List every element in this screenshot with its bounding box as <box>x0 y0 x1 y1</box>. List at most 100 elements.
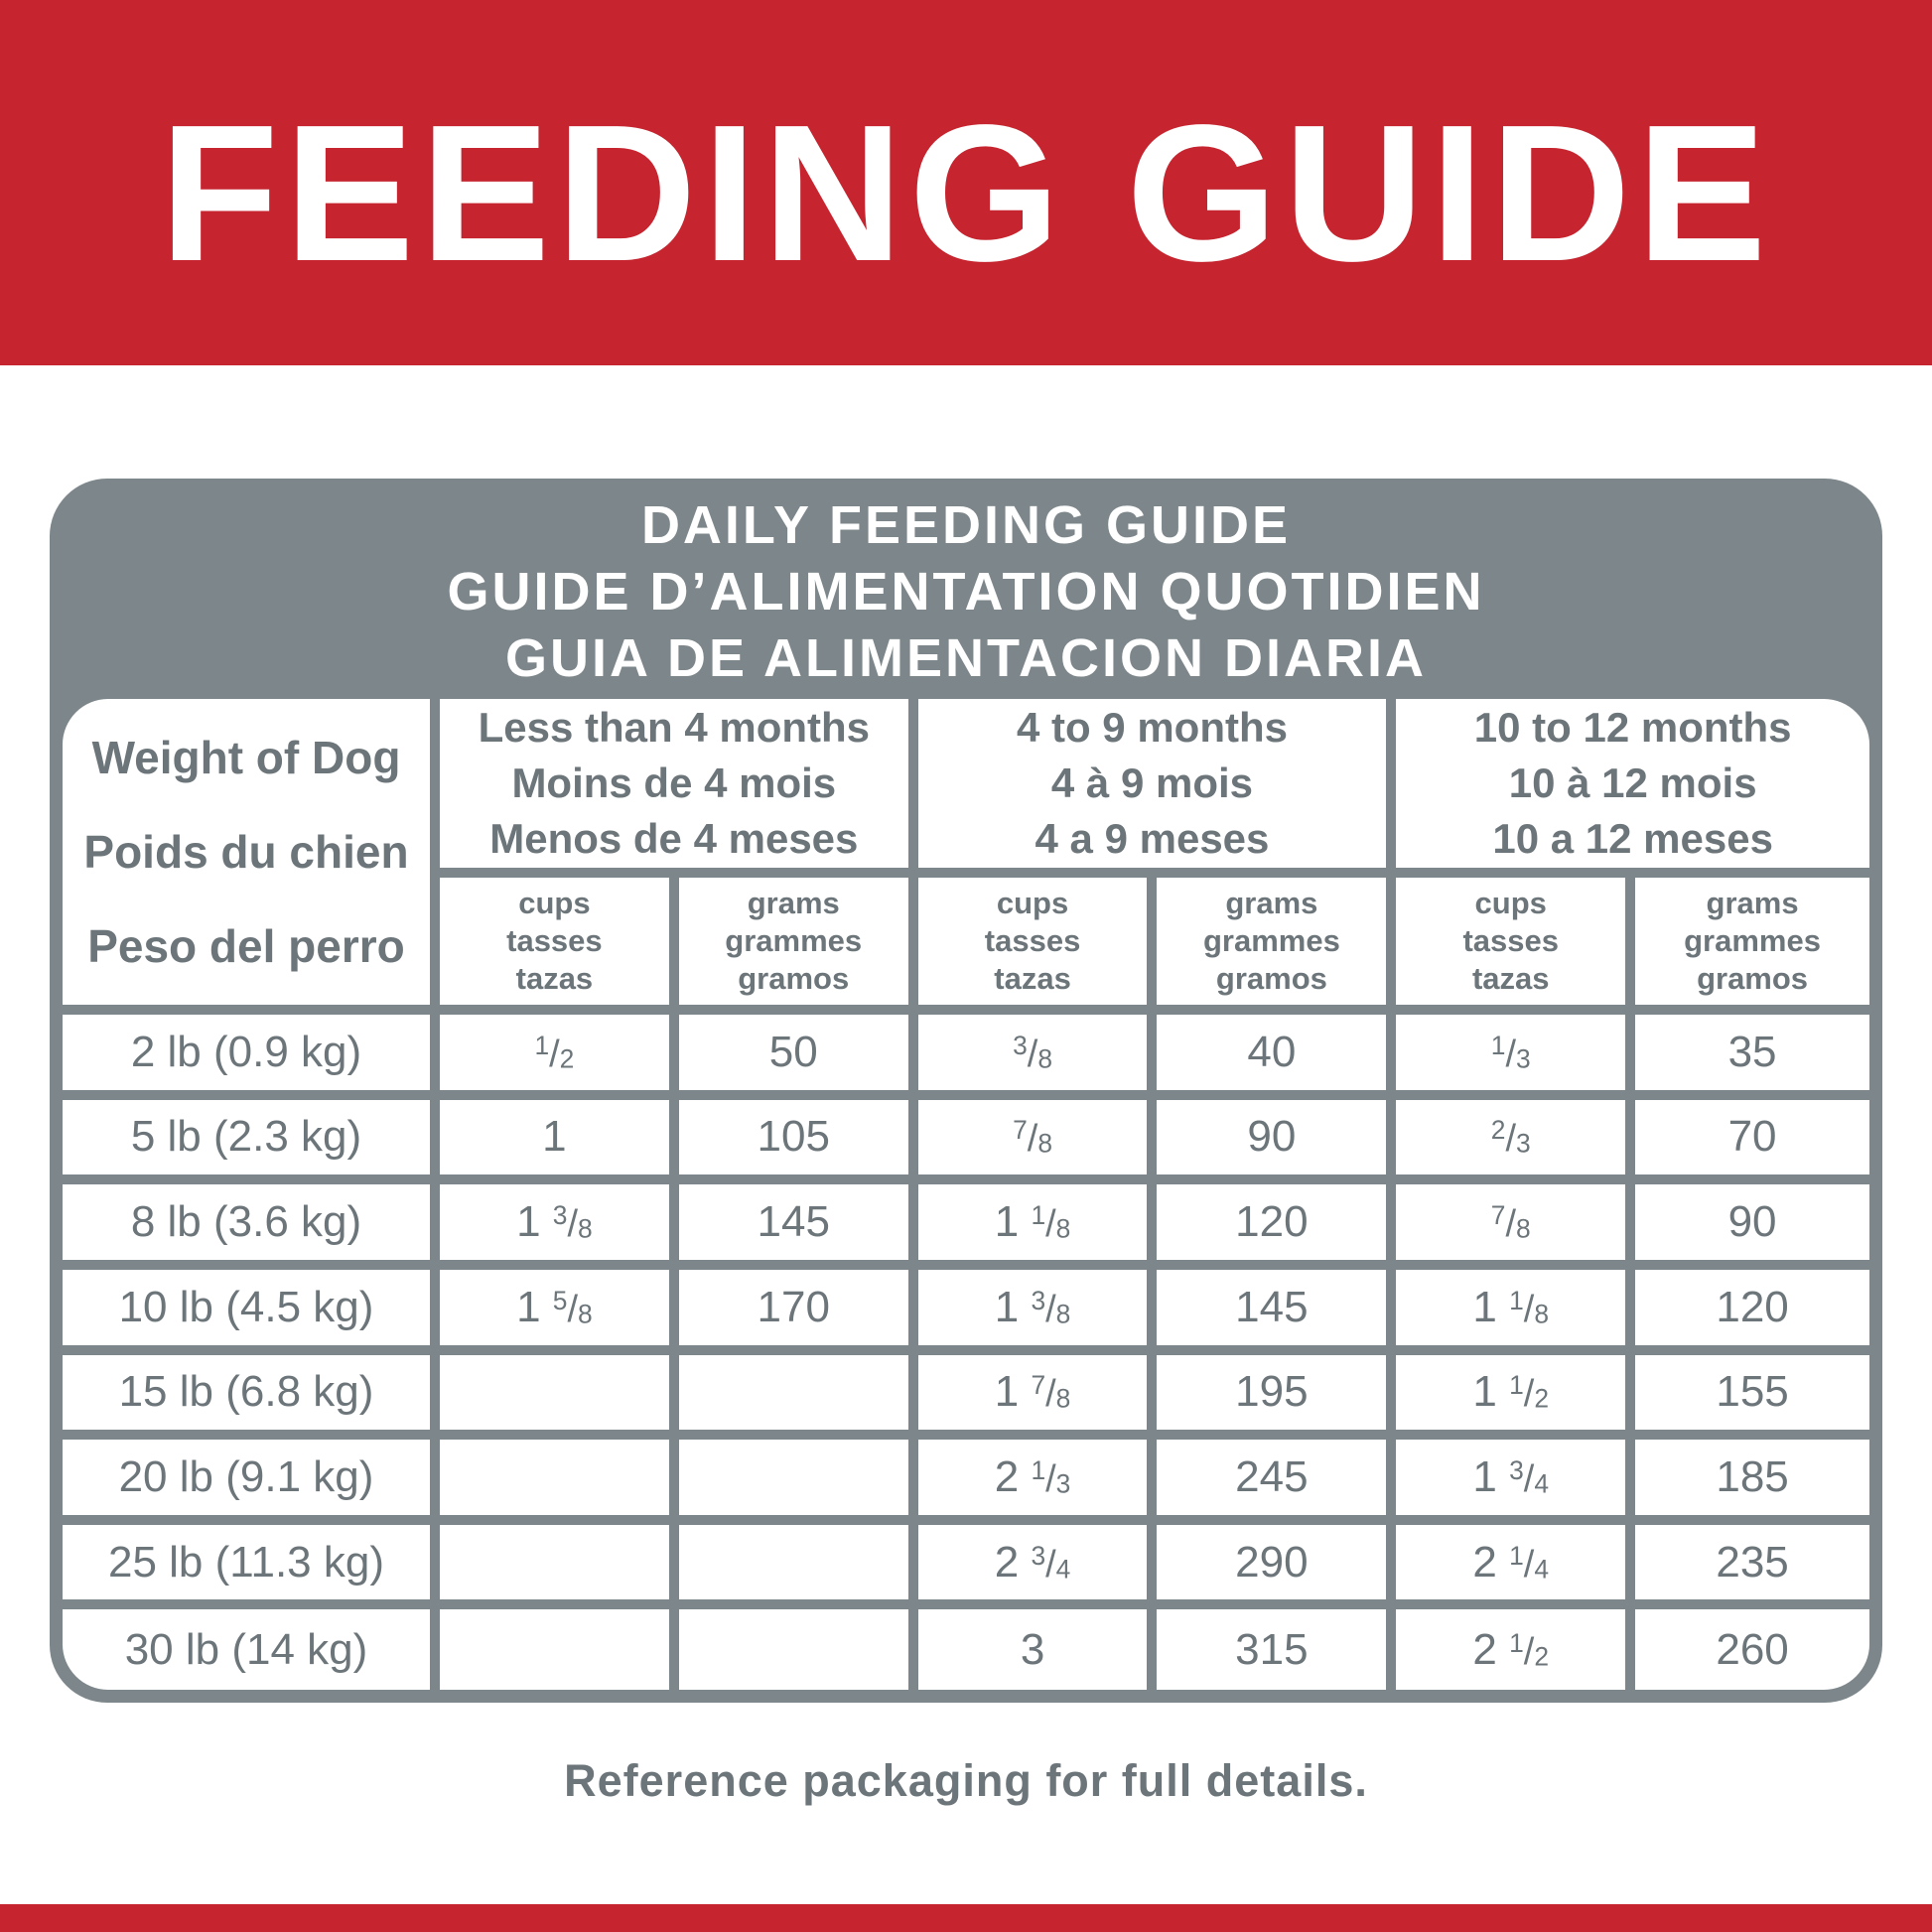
cups-cell: 2 1/4 <box>1386 1514 1636 1610</box>
cups-cell <box>429 1514 679 1610</box>
cups-cell <box>429 1344 679 1441</box>
cups-cell: 1 5/8 <box>429 1259 679 1355</box>
cups-cell: 2/3 <box>1386 1089 1636 1185</box>
age-group-line: Less than 4 months <box>478 704 871 751</box>
table-wrap: Weight of Dog Poids du chien Peso del pe… <box>63 699 1869 1690</box>
grams-cell: 170 <box>668 1259 918 1355</box>
unit-header-grams: grams grammes gramos <box>668 868 918 1015</box>
age-group-line: 10 a 12 meses <box>1492 815 1773 862</box>
unit-line: tazas <box>515 961 594 996</box>
feeding-panel: DAILY FEEDING GUIDE GUIDE D’ALIMENTATION… <box>50 479 1882 1703</box>
grams-cell: 185 <box>1625 1430 1869 1525</box>
grams-cell: 290 <box>1147 1514 1397 1610</box>
grams-cell: 70 <box>1625 1089 1869 1185</box>
grams-cell: 50 <box>668 1005 918 1100</box>
grams-cell: 90 <box>1625 1174 1869 1270</box>
cups-cell: 2 1/3 <box>907 1430 1158 1525</box>
grams-cell: 90 <box>1147 1089 1397 1185</box>
unit-line: gramos <box>1697 961 1809 996</box>
table-row: 30 lb (14 kg) 3 315 2 1/2 260 <box>63 1599 1869 1690</box>
unit-line: tasses <box>984 923 1081 958</box>
age-group-header-10to12: 10 to 12 months 10 à 12 mois 10 a 12 mes… <box>1386 699 1869 878</box>
grams-cell <box>668 1344 918 1441</box>
grams-cell <box>668 1599 918 1690</box>
unit-line: grams <box>747 886 840 920</box>
table-row: 15 lb (6.8 kg) 1 7/8 195 1 1/2 155 <box>63 1344 1869 1441</box>
grams-cell: 145 <box>668 1174 918 1270</box>
table-row: 2 lb (0.9 kg) 1/2 50 3/8 40 1/3 35 <box>63 1005 1869 1100</box>
age-group-line: Moins de 4 mois <box>511 759 837 806</box>
panel-title-line-es: GUIA DE ALIMENTACION DIARIA <box>505 627 1427 688</box>
weight-cell: 2 lb (0.9 kg) <box>63 1005 440 1100</box>
grams-cell: 245 <box>1147 1430 1397 1525</box>
unit-header-grams: grams grammes gramos <box>1625 868 1869 1015</box>
grams-cell: 315 <box>1147 1599 1397 1690</box>
cups-cell: 1 3/8 <box>907 1259 1158 1355</box>
grams-cell <box>668 1514 918 1610</box>
age-group-header-lt4: Less than 4 months Moins de 4 mois Menos… <box>429 699 918 878</box>
weight-header-cell: Weight of Dog Poids du chien Peso del pe… <box>63 699 440 1015</box>
cups-cell: 1 1/8 <box>907 1174 1158 1270</box>
age-group-line: 4 à 9 mois <box>1050 759 1254 806</box>
unit-line: grammes <box>1202 923 1340 958</box>
unit-line: tasses <box>1462 923 1559 958</box>
unit-header-grams: grams grammes gramos <box>1147 868 1397 1015</box>
age-group-line: 4 to 9 months <box>1016 704 1288 751</box>
weight-cell: 15 lb (6.8 kg) <box>63 1344 440 1441</box>
weight-cell: 25 lb (11.3 kg) <box>63 1514 440 1610</box>
panel-title: DAILY FEEDING GUIDE GUIDE D’ALIMENTATION… <box>63 479 1869 699</box>
bottom-banner <box>0 1904 1932 1932</box>
table-row: 20 lb (9.1 kg) 2 1/3 245 1 3/4 185 <box>63 1430 1869 1525</box>
feeding-table: Weight of Dog Poids du chien Peso del pe… <box>63 699 1869 1690</box>
grams-cell <box>668 1430 918 1525</box>
weight-header-line: Poids du chien <box>83 825 409 878</box>
grams-cell: 155 <box>1625 1344 1869 1441</box>
cups-cell: 1 <box>429 1089 679 1185</box>
grams-cell: 35 <box>1625 1005 1869 1100</box>
table-row: 5 lb (2.3 kg) 1 105 7/8 90 2/3 70 <box>63 1089 1869 1185</box>
unit-line: grammes <box>725 923 863 958</box>
age-group-line: Menos de 4 meses <box>489 815 859 862</box>
weight-cell: 10 lb (4.5 kg) <box>63 1259 440 1355</box>
unit-line: grammes <box>1684 923 1821 958</box>
unit-line: tasses <box>506 923 603 958</box>
unit-line: grams <box>1225 886 1318 920</box>
cups-cell: 1 1/2 <box>1386 1344 1636 1441</box>
cups-cell: 1 3/4 <box>1386 1430 1636 1525</box>
weight-header-line: Peso del perro <box>87 919 405 972</box>
cups-cell: 3/8 <box>907 1005 1158 1100</box>
grams-cell: 40 <box>1147 1005 1397 1100</box>
cups-cell: 1 3/8 <box>429 1174 679 1270</box>
unit-header-row: cups tasses tazas grams grammes gramos c… <box>63 868 1869 1015</box>
unit-line: gramos <box>738 961 850 996</box>
grams-cell: 105 <box>668 1089 918 1185</box>
page-title: FEEDING GUIDE <box>159 83 1773 302</box>
cups-cell <box>429 1599 679 1690</box>
weight-cell: 20 lb (9.1 kg) <box>63 1430 440 1525</box>
top-banner: FEEDING GUIDE <box>0 0 1932 365</box>
grams-cell: 235 <box>1625 1514 1869 1610</box>
weight-cell: 8 lb (3.6 kg) <box>63 1174 440 1270</box>
weight-cell: 5 lb (2.3 kg) <box>63 1089 440 1185</box>
unit-line: cups <box>1474 886 1547 920</box>
unit-line: cups <box>996 886 1069 920</box>
footer-note: Reference packaging for full details. <box>564 1755 1368 1806</box>
cups-cell: 7/8 <box>1386 1174 1636 1270</box>
grams-cell: 120 <box>1625 1259 1869 1355</box>
table-row: 25 lb (11.3 kg) 2 3/4 290 2 1/4 235 <box>63 1514 1869 1610</box>
unit-header-cups: cups tasses tazas <box>429 868 679 1015</box>
panel-title-line-en: DAILY FEEDING GUIDE <box>640 494 1292 555</box>
age-group-line: 4 a 9 meses <box>1035 815 1270 862</box>
feeding-table-body: 2 lb (0.9 kg) 1/2 50 3/8 40 1/3 35 5 lb (2.3 kg… <box>63 1005 1869 1690</box>
weight-header-line: Weight of Dog <box>91 731 401 783</box>
cups-cell: 1 1/8 <box>1386 1259 1636 1355</box>
unit-header-cups: cups tasses tazas <box>1386 868 1636 1015</box>
cups-cell: 1/2 <box>429 1005 679 1100</box>
unit-line: gramos <box>1215 961 1327 996</box>
unit-line: cups <box>518 886 591 920</box>
age-group-header-4to9: 4 to 9 months 4 à 9 mois 4 a 9 meses <box>907 699 1397 878</box>
age-group-line: 10 to 12 months <box>1473 704 1792 751</box>
unit-line: grams <box>1706 886 1799 920</box>
grams-cell: 260 <box>1625 1599 1869 1690</box>
